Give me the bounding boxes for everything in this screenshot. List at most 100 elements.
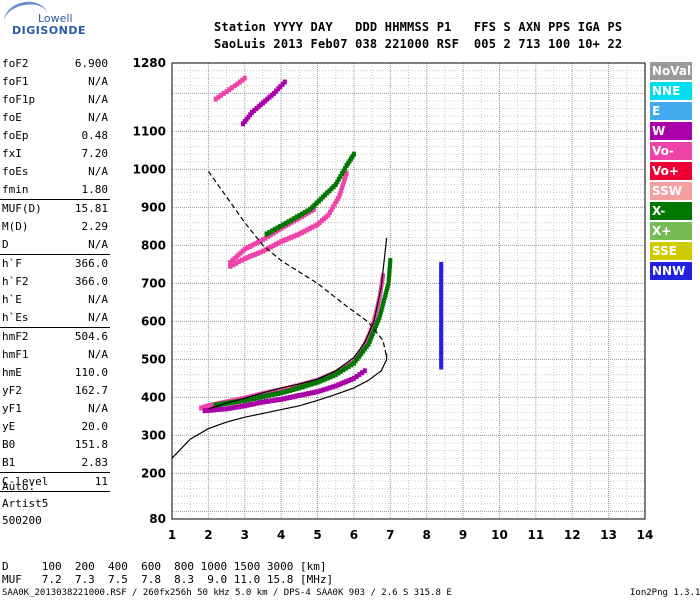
echo-point: [268, 244, 273, 250]
param-name: foEs: [2, 165, 29, 178]
y-tick-label: 600: [141, 314, 166, 328]
param-value: N/A: [88, 348, 108, 361]
echo-point: [368, 336, 373, 342]
echo-point: [333, 372, 338, 378]
echo-point: [362, 368, 367, 374]
echo-point: [234, 260, 238, 266]
param-row: foE N/A: [0, 109, 110, 127]
echo-point: [318, 388, 323, 394]
echo-point: [294, 232, 299, 238]
param-value: N/A: [88, 165, 108, 178]
x-tick-label: 8: [423, 528, 431, 542]
echo-point: [297, 393, 302, 398]
echo-point: [308, 206, 313, 212]
param-row: B1 2.83: [0, 454, 110, 472]
param-value: 504.6: [74, 330, 108, 343]
echo-point: [224, 406, 229, 412]
y-tick-label: 80: [149, 512, 166, 526]
param-row: fmin 1.80: [0, 181, 110, 199]
param-row: D N/A: [0, 236, 110, 254]
echo-point: [338, 174, 343, 179]
echo-point: [346, 378, 351, 384]
echo-point: [274, 241, 278, 247]
digisonde-logo: Lowell DIGISONDE: [0, 0, 85, 50]
echo-point: [267, 389, 271, 395]
echo-point: [439, 346, 444, 352]
echo-point: [439, 306, 444, 312]
echo-point: [218, 406, 223, 412]
echo-point: [261, 391, 265, 397]
echo-point: [263, 247, 268, 253]
echo-point: [219, 92, 224, 98]
echo-point: [230, 405, 235, 411]
echo-point: [250, 109, 254, 115]
echo-point: [439, 358, 444, 364]
echo-point: [272, 226, 277, 232]
param-name: h`F2: [2, 275, 29, 288]
echo-point: [344, 365, 349, 371]
echo-point: [213, 402, 218, 408]
param-name: foF2: [2, 57, 29, 70]
param-row: h`E N/A: [0, 291, 110, 309]
echo-point: [256, 104, 261, 110]
echo-point: [309, 381, 314, 387]
footer-version: Ion2Png 1.3.17: [630, 588, 700, 598]
echo-point: [270, 228, 275, 234]
y-tick-label: 300: [141, 428, 166, 442]
echo-point: [294, 383, 299, 389]
echo-point: [331, 204, 336, 210]
echo-point: [275, 225, 280, 231]
echo-point: [342, 176, 347, 182]
echo-point: [236, 398, 241, 404]
echo-point: [205, 407, 210, 413]
echo-point: [245, 397, 250, 403]
parameter-panel: foF2 6.900 foF1 N/A foF1p N/A foE N/A foEp 0.48 fx…: [0, 55, 110, 492]
echo-point: [209, 402, 214, 408]
echo-point: [340, 184, 345, 190]
x-tick-label: 1: [168, 528, 176, 542]
y-tick-label: 800: [141, 238, 166, 252]
echo-point: [291, 394, 296, 400]
param-separator: [0, 327, 110, 328]
param-row: hmE 110.0: [0, 364, 110, 382]
echo-point: [294, 214, 299, 220]
echo-point: [302, 212, 307, 218]
echo-point: [251, 396, 256, 401]
y-tick-label: 200: [141, 466, 166, 480]
y-tick-label: 1000: [133, 162, 166, 176]
echo-point: [215, 407, 220, 413]
param-name: yF1: [2, 402, 22, 415]
echo-point: [279, 396, 284, 402]
echo-point: [255, 239, 260, 245]
echo-point: [439, 261, 444, 267]
echo-point: [439, 285, 444, 291]
echo-point: [335, 196, 340, 202]
y-tick-labels: 80 200 300 400 500 600 700 800 900 1000 1100 1280: [133, 56, 166, 526]
echo-point: [439, 352, 444, 358]
param-value: N/A: [88, 311, 108, 324]
echo-point: [439, 331, 444, 337]
echo-point: [326, 212, 331, 218]
param-value: N/A: [88, 111, 108, 124]
echo-point: [299, 214, 304, 220]
param-separator: [0, 472, 110, 473]
echo-point: [439, 276, 444, 282]
x-tick-label: 2: [204, 528, 212, 542]
echo-point: [264, 399, 268, 404]
echo-point: [303, 391, 308, 397]
echo-point: [387, 263, 392, 269]
x-tick-labels: 1 2 3 4 5 6 7 8 9 10 11 12 13 14: [168, 528, 654, 542]
echo-point: [232, 83, 237, 89]
param-value: N/A: [88, 238, 108, 251]
echo-point: [233, 404, 238, 410]
param-separator: [0, 254, 110, 255]
echo-point: [221, 90, 226, 96]
echo-point: [285, 388, 290, 394]
echo-point: [376, 317, 381, 323]
echo-point: [237, 79, 242, 85]
echo-point: [245, 245, 250, 251]
echo-point: [381, 298, 386, 303]
echo-point: [231, 262, 236, 268]
echo-point: [254, 106, 259, 112]
echo-point: [338, 368, 343, 374]
